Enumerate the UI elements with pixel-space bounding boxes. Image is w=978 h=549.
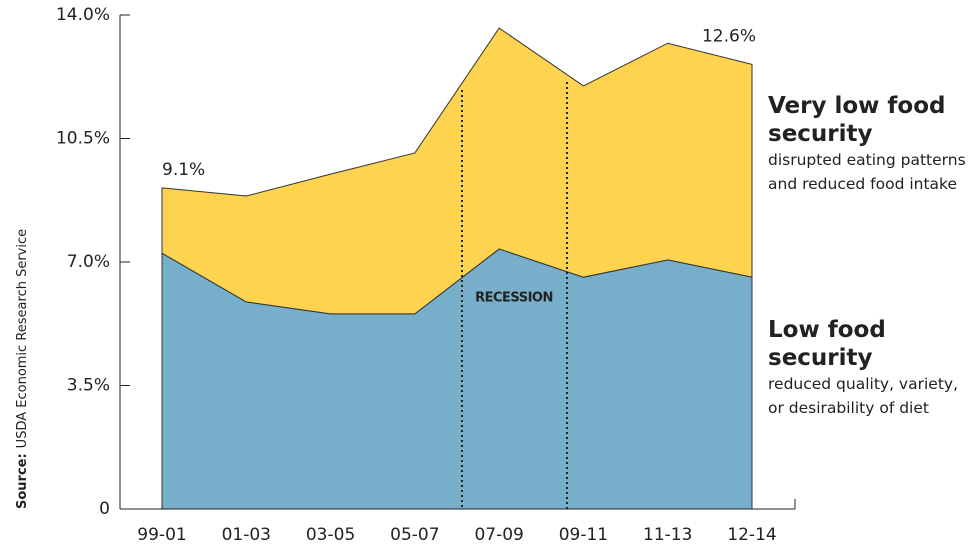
x-tick-label: 07-09 bbox=[474, 525, 523, 545]
x-tick-label: 09-11 bbox=[559, 525, 608, 545]
area bbox=[161, 27, 753, 315]
legend-description: reduced quality, variety, or desirabilit… bbox=[768, 375, 958, 417]
legend-name: Very low food security bbox=[768, 93, 946, 147]
x-tick-label: 12-14 bbox=[727, 525, 776, 545]
x-tick-label: 11-13 bbox=[643, 525, 692, 545]
x-tick-label: 99-01 bbox=[137, 525, 186, 545]
source: Source: USDA Economic Research Service bbox=[15, 229, 30, 509]
y-tick-label: 3.5% bbox=[67, 376, 110, 396]
legend-name: Low food security bbox=[768, 317, 886, 371]
y-tick-label: 0 bbox=[99, 499, 110, 519]
y-tick-label: 14.0% bbox=[56, 5, 110, 25]
x-tick-label: 05-07 bbox=[390, 525, 439, 545]
source-label: Source: bbox=[15, 453, 30, 509]
x-tick-label: 03-05 bbox=[306, 525, 355, 545]
y-tick-label: 10.5% bbox=[56, 129, 110, 149]
x-tick-label: 01-03 bbox=[222, 525, 271, 545]
total-label: 9.1% bbox=[162, 160, 205, 180]
legend-very-low: Very low food security disrupted eating … bbox=[768, 92, 978, 196]
total-label: 12.6% bbox=[702, 26, 756, 46]
source-text: USDA Economic Research Service bbox=[15, 229, 30, 448]
recession-label: RECESSION bbox=[475, 291, 553, 306]
y-tick-label: 7.0% bbox=[67, 252, 110, 272]
legend-description: disrupted eating patterns and reduced fo… bbox=[768, 151, 966, 193]
legend-low: Low food security reduced quality, varie… bbox=[768, 316, 978, 420]
svg-text:Source:USDA Economic Research: Source: USDA Economic Research Service bbox=[15, 229, 30, 509]
